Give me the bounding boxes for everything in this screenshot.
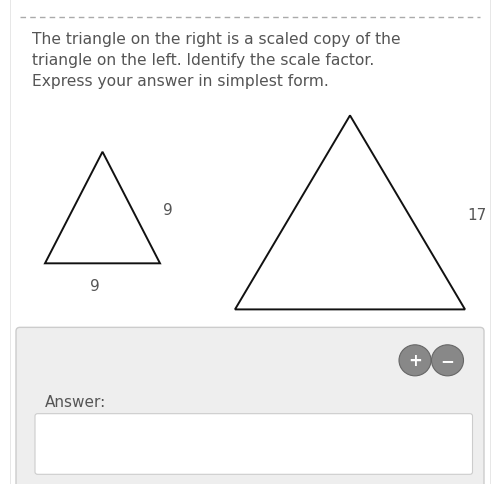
Circle shape	[399, 345, 431, 376]
FancyBboxPatch shape	[35, 414, 472, 474]
Text: +: +	[408, 351, 422, 370]
Text: The triangle on the right is a scaled copy of the
triangle on the left. Identify: The triangle on the right is a scaled co…	[32, 31, 401, 89]
Text: 9: 9	[90, 278, 100, 293]
Text: 17: 17	[468, 208, 487, 223]
FancyBboxPatch shape	[16, 328, 484, 484]
Text: 9: 9	[162, 203, 172, 218]
Text: −: −	[440, 351, 454, 370]
Text: Answer:: Answer:	[45, 394, 106, 409]
Circle shape	[432, 345, 464, 376]
FancyBboxPatch shape	[10, 0, 490, 484]
